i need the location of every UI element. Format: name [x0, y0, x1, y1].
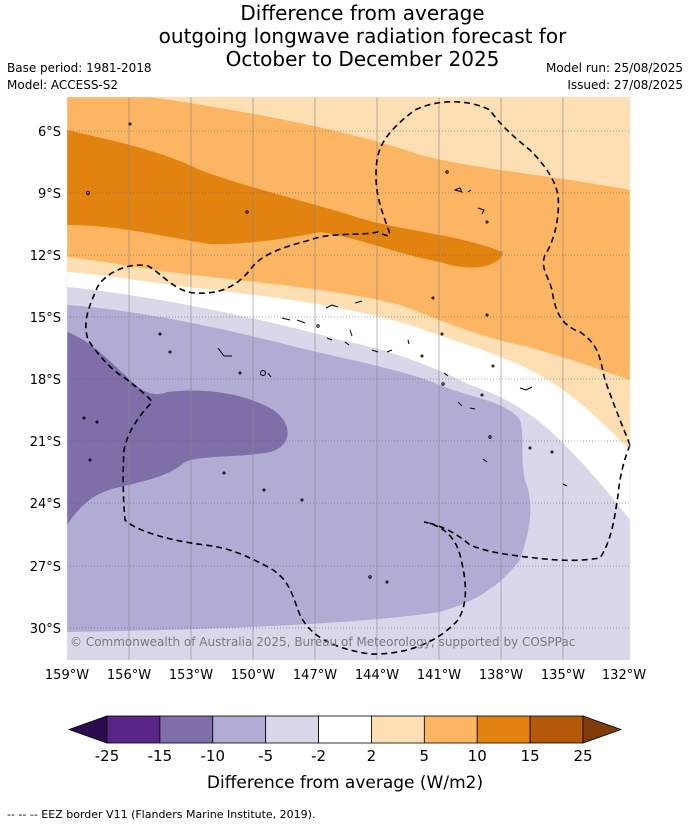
- colorbar-bin: [529, 715, 584, 744]
- meta-right: Model run: 25/08/2025 Issued: 27/08/2025: [546, 60, 683, 94]
- lat-label: 24°S: [30, 497, 61, 512]
- contour-fill-layer: [67, 97, 630, 660]
- colorbar-tick-label: 2: [367, 747, 377, 765]
- lon-label: 153°W: [169, 668, 213, 683]
- contour-orange: [67, 97, 630, 380]
- colorbar-tick-label: -25: [95, 747, 120, 765]
- colorbar-tick-label: 25: [573, 747, 592, 765]
- map-title: Difference from average outgoing longwav…: [0, 2, 690, 71]
- latitude-labels: 6°S 9°S 12°S 15°S 18°S 21°S 24°S 27°S 30…: [30, 125, 61, 637]
- colorbar-label: Difference from average (W/m2): [207, 773, 483, 793]
- model-run: Model run: 25/08/2025: [545, 61, 683, 75]
- colorbar-bin: [476, 715, 531, 744]
- eez-border-lines: [85, 100, 631, 655]
- issued-date: Issued: 27/08/2025: [567, 78, 683, 92]
- lat-label: 9°S: [38, 187, 61, 202]
- copyright-notice: © Commonwealth of Australia 2025, Bureau…: [70, 635, 575, 649]
- colorbar-tick-label: -10: [201, 747, 226, 765]
- lat-label: 27°S: [30, 560, 61, 575]
- lon-label: 138°W: [479, 668, 523, 683]
- colorbar-bin: [318, 715, 372, 744]
- title-line-1: Difference from average: [240, 1, 485, 25]
- lon-label: 147°W: [293, 668, 337, 683]
- lon-label: 156°W: [107, 668, 151, 683]
- lon-label: 144°W: [355, 668, 399, 683]
- lat-label: 12°S: [30, 249, 61, 264]
- colorbar-tick-label: 10: [468, 747, 487, 765]
- contour-dark-orange: [67, 130, 503, 268]
- lon-label: 141°W: [417, 668, 461, 683]
- colorbar-tick-label: -2: [311, 747, 326, 765]
- model-name: Model: ACCESS-S2: [7, 78, 119, 92]
- colorbar-extend-high: [582, 715, 623, 744]
- lat-label: 6°S: [38, 125, 61, 140]
- colorbar-bin: [265, 715, 319, 744]
- colorbar-bin: [423, 715, 478, 744]
- island-outlines: [82, 122, 568, 584]
- base-period: Base period: 1981-2018: [7, 61, 152, 75]
- lon-label: 135°W: [541, 668, 585, 683]
- colorbar-extend-low: [67, 715, 108, 744]
- colorbar-tick-label: 15: [521, 747, 540, 765]
- colorbar-bin: [212, 715, 267, 744]
- colorbar-bin: [106, 715, 161, 744]
- colorbar-bin: [159, 715, 214, 744]
- map-latitude-lines: [67, 130, 630, 629]
- meta-left: Base period: 1981-2018 Model: ACCESS-S2: [7, 60, 152, 94]
- lat-label: 15°S: [30, 311, 61, 326]
- lat-label: 21°S: [30, 435, 61, 450]
- title-line-2: outgoing longwave radiation forecast for: [158, 24, 567, 48]
- colorbar-tick-label: -5: [258, 747, 273, 765]
- lat-label: 30°S: [30, 622, 61, 637]
- lon-label: 150°W: [231, 668, 275, 683]
- contour-medium-purple: [67, 305, 531, 632]
- colorbar-bin: [371, 715, 425, 744]
- title-line-3: October to December 2025: [225, 47, 500, 71]
- colorbar-tick-label: 5: [420, 747, 430, 765]
- longitude-labels: 159°W 156°W 153°W 150°W 147°W 144°W 141°…: [45, 668, 646, 683]
- lon-label: 132°W: [602, 668, 646, 683]
- colorbar: -25 -15 -10 -5 -2 2 5 10 15 25: [67, 715, 623, 765]
- lon-label: 159°W: [45, 668, 89, 683]
- colorbar-tick-label: -15: [148, 747, 173, 765]
- lat-label: 18°S: [30, 373, 61, 388]
- eez-legend-note: -- -- -- EEZ border V11 (Flanders Marine…: [7, 808, 316, 821]
- contour-dark-purple: [67, 332, 288, 525]
